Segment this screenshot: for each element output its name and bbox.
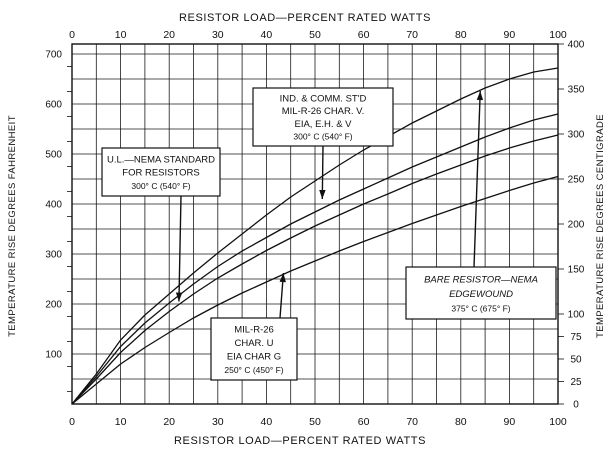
annotation-text: EIA, E.H. & V (294, 119, 352, 130)
bottom-x-tick-label: 100 (549, 416, 567, 428)
right-y-tick-label: 100 (568, 310, 585, 321)
left-y-tick-label: 400 (45, 200, 62, 211)
top-x-tick-label: 10 (115, 29, 127, 41)
annotation-text: IND. & COMM. ST'D (280, 94, 367, 105)
left-y-tick-label: 200 (45, 300, 62, 311)
right-axis-title: TEMPERATURE RISE DEGREES CENTIGRADE (595, 114, 606, 338)
annotations: U.L.—NEMA STANDARD FOR RESISTORS 300° C (5… (101, 87, 557, 381)
right-y-tick-label: 200 (568, 220, 585, 231)
top-x-tick-label: 20 (163, 29, 175, 41)
annotation-box (210, 317, 298, 381)
annotation-leader-line (178, 195, 182, 302)
bottom-x-tick-label: 50 (309, 416, 321, 428)
annotation-text: U.L.—NEMA STANDARD (107, 154, 215, 165)
annotation-text: 250° C (450° F) (224, 365, 283, 375)
bottom-x-tick-label: 30 (212, 416, 224, 428)
annotation-text: 375° C (675° F) (451, 303, 510, 313)
bottom-x-tick-label: 0 (69, 416, 75, 428)
annotation-text: BARE RESISTOR—NEMA (424, 274, 538, 285)
axes: 0 0 10 10 20 20 30 30 40 40 50 50 60 60 70 70 80 80 90 90 10… (45, 29, 584, 428)
top-x-tick-label: 80 (455, 29, 467, 41)
right-y-tick-label: 25 (570, 377, 582, 388)
left-y-tick-label: 700 (45, 50, 62, 61)
right-y-tick-label: 400 (568, 40, 585, 51)
bottom-x-tick-label: 90 (504, 416, 516, 428)
bottom-x-tick-label: 10 (115, 416, 127, 428)
top-x-tick-label: 100 (549, 29, 567, 41)
annotation-text: EDGEWOUND (449, 289, 513, 300)
bottom-x-tick-label: 40 (261, 416, 273, 428)
right-y-tick-label: 250 (568, 175, 585, 186)
top-x-tick-label: 50 (309, 29, 321, 41)
annotation-text: 300° C (540° F) (131, 181, 190, 191)
bottom-x-tick-label: 20 (163, 416, 175, 428)
top-x-tick-label: 30 (212, 29, 224, 41)
left-y-tick-label: 500 (45, 150, 62, 161)
right-y-tick-label: 0 (573, 400, 579, 411)
annotation-arrowhead (279, 273, 286, 283)
annotation-text: MIL-R-26 (234, 324, 274, 335)
top-axis-title: RESISTOR LOAD—PERCENT RATED WATTS (179, 12, 431, 24)
annotation-text: MIL-R-26 CHAR. V. (282, 106, 365, 117)
top-x-tick-label: 70 (406, 29, 418, 41)
annotation-arrowhead (476, 91, 484, 101)
left-y-tick-label: 300 (45, 250, 62, 261)
series-line (71, 134, 559, 405)
annotation-text: EIA CHAR G (227, 351, 281, 362)
annotation-text: 300° C (540° F) (293, 131, 352, 141)
right-y-tick-label: 300 (568, 130, 585, 141)
series-line (71, 67, 559, 405)
annotation-box (101, 147, 221, 197)
right-y-tick-label: 50 (570, 355, 582, 366)
annotation-text: FOR RESISTORS (122, 168, 199, 179)
annotation-arrowhead (319, 189, 326, 199)
bottom-x-tick-label: 60 (358, 416, 370, 428)
right-y-tick-label: 350 (568, 85, 585, 96)
right-y-tick-label: 150 (568, 265, 585, 276)
annotation-box (405, 266, 557, 320)
top-x-tick-label: 40 (261, 29, 273, 41)
annotation-leader-line (473, 90, 481, 268)
left-y-tick-label: 100 (45, 350, 62, 361)
left-y-tick-label: 600 (45, 100, 62, 111)
bottom-x-tick-label: 70 (406, 416, 418, 428)
bottom-axis-title: RESISTOR LOAD—PERCENT RATED WATTS (174, 435, 426, 447)
bottom-x-tick-label: 80 (455, 416, 467, 428)
top-x-tick-label: 60 (358, 29, 370, 41)
annotation-text: CHAR. U (234, 338, 273, 349)
top-x-tick-label: 90 (504, 29, 516, 41)
annotation-arrowhead (175, 292, 183, 302)
left-axis-title: TEMPERATURE RISE DEGREES FAHRENHEIT (7, 115, 18, 337)
right-y-tick-label: 75 (570, 332, 582, 343)
top-x-tick-label: 0 (69, 29, 75, 41)
series-line (71, 113, 559, 405)
annotation-box (252, 87, 394, 147)
